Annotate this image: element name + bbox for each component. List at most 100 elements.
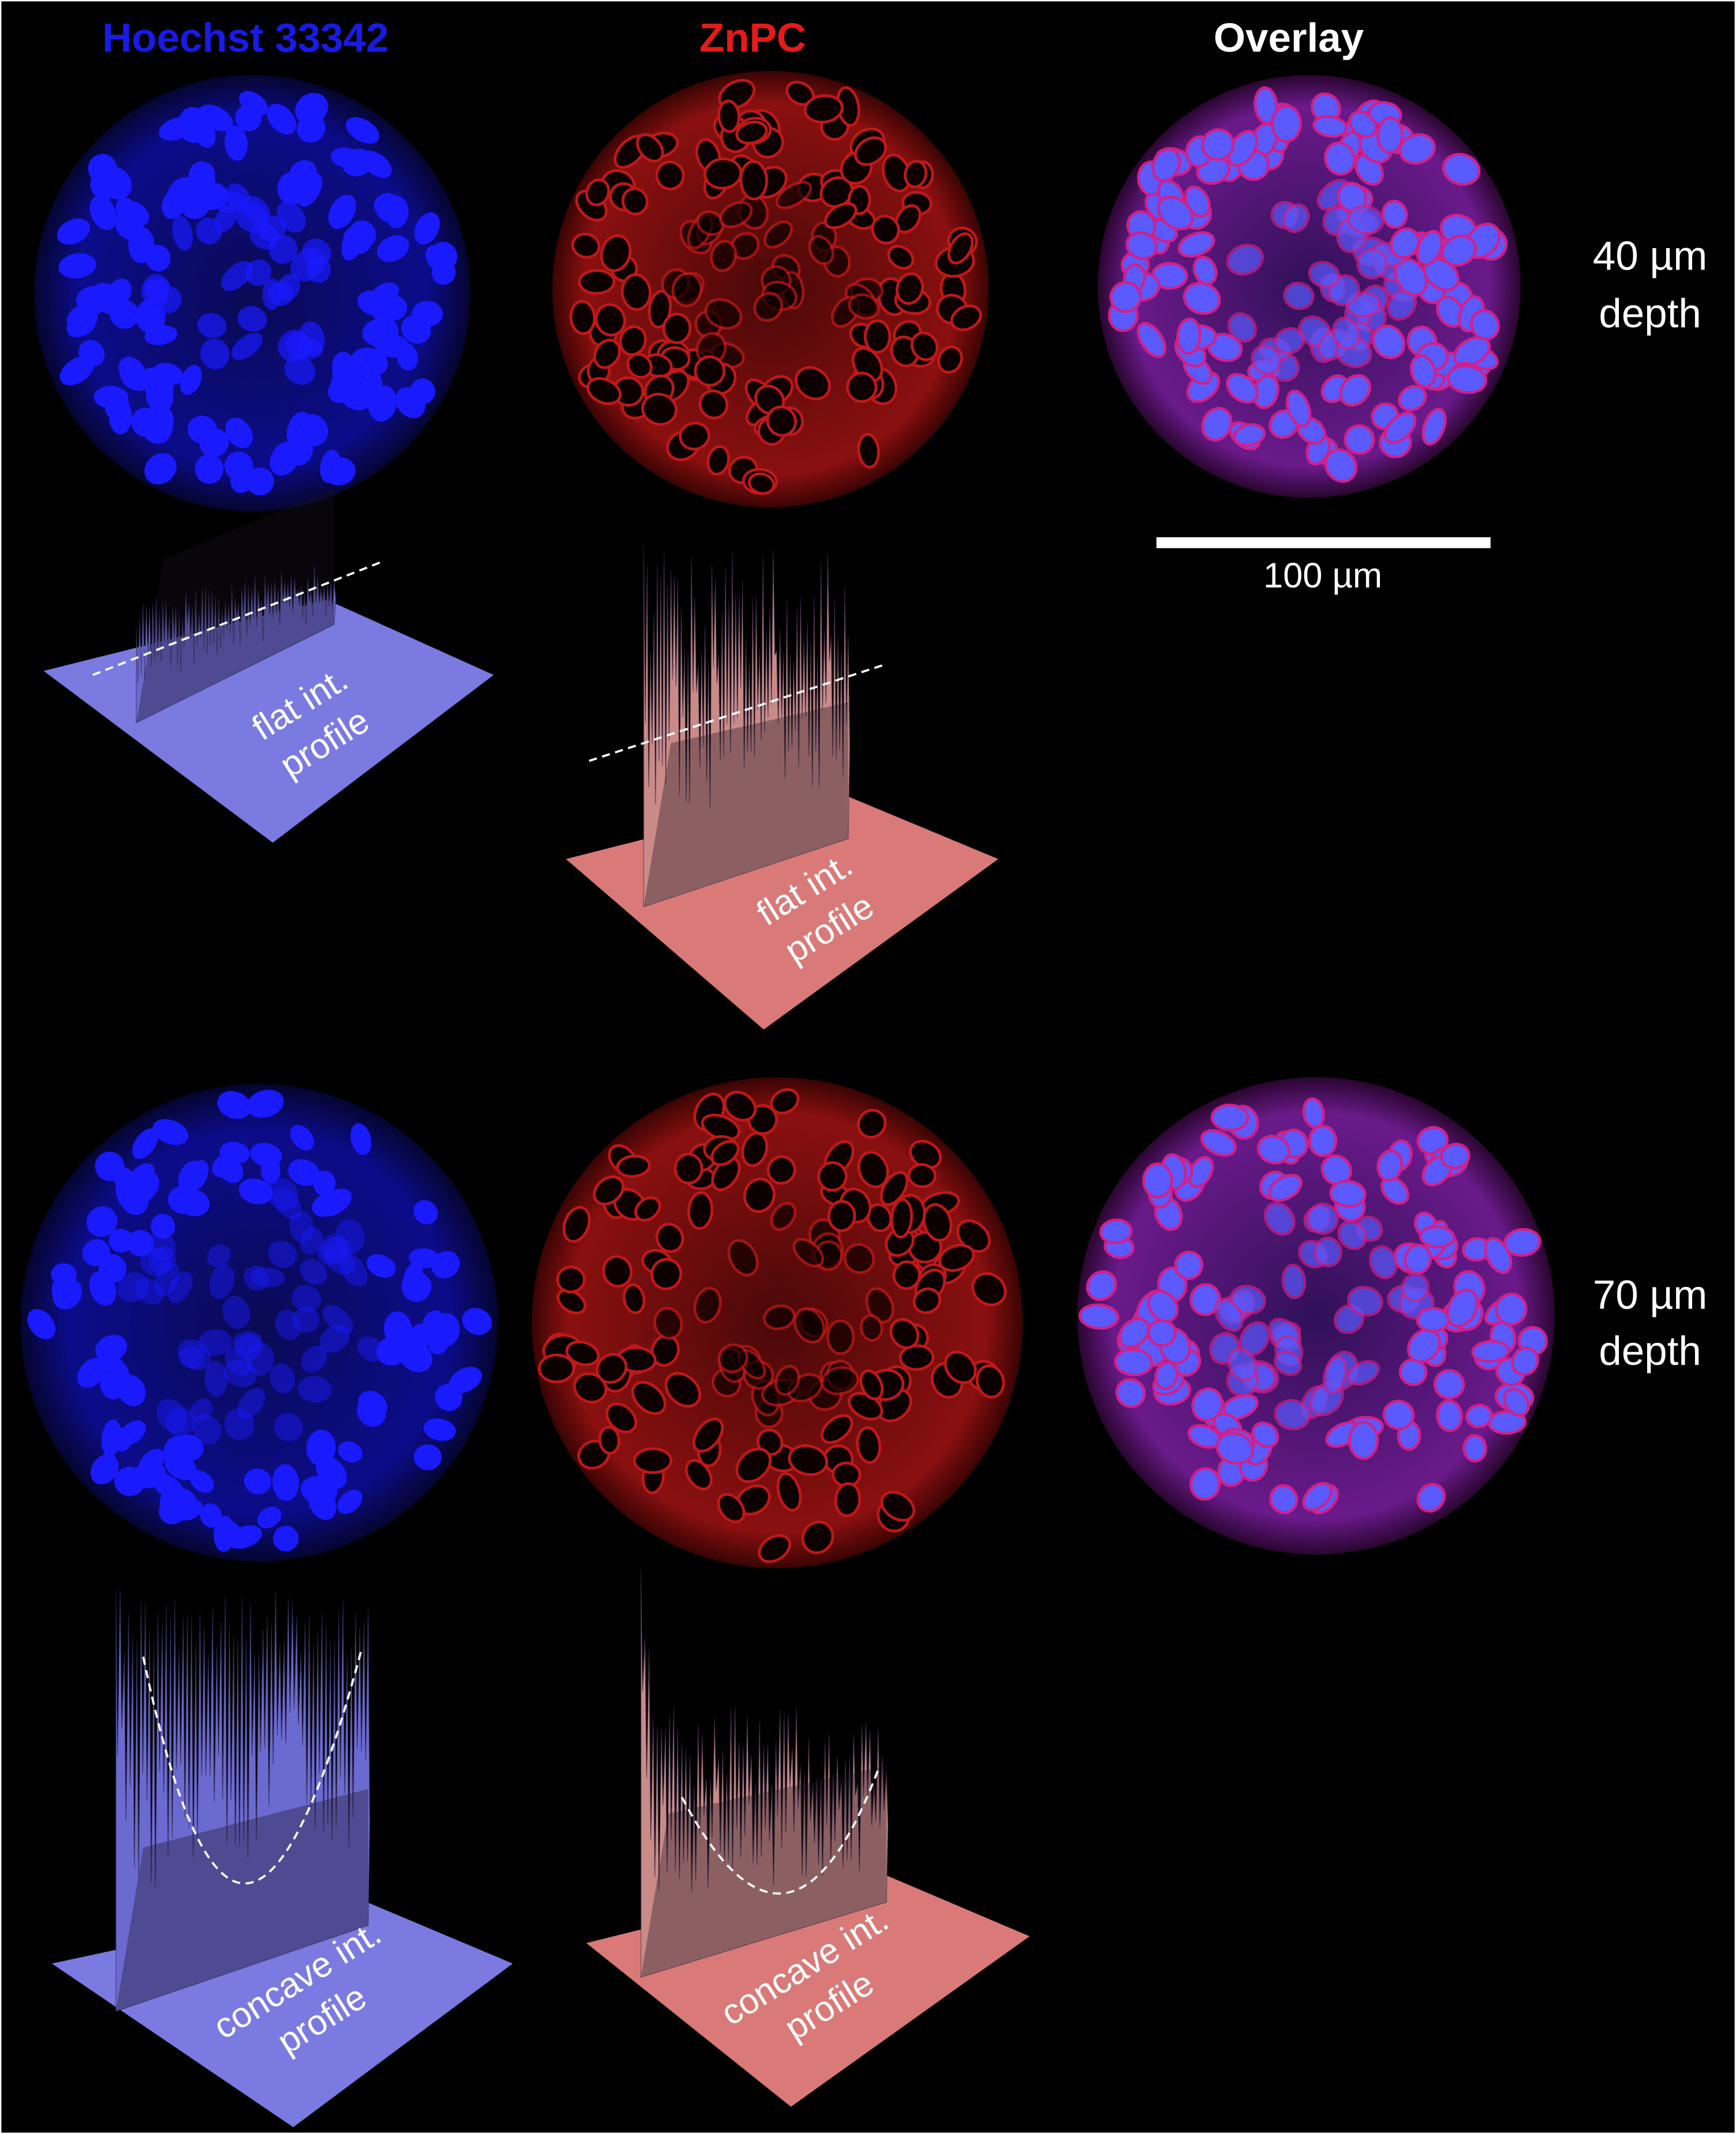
nucleus — [1109, 281, 1142, 313]
nucleus — [619, 325, 647, 356]
nucleus — [200, 338, 230, 369]
nucleus — [337, 1489, 362, 1514]
nucleus — [1274, 1399, 1311, 1431]
nucleus — [274, 1413, 303, 1442]
nucleus — [243, 1266, 270, 1291]
nucleus — [90, 171, 117, 200]
nucleus — [335, 1219, 365, 1255]
nucleus — [323, 457, 356, 486]
nucleus — [598, 1425, 620, 1455]
intensity-profile: flat int.profile — [43, 488, 494, 843]
nucleus — [219, 1141, 250, 1164]
nucleus — [616, 1154, 651, 1178]
nucleus — [556, 1266, 586, 1294]
nucleus — [300, 1227, 323, 1255]
nucleus — [1329, 1180, 1367, 1208]
nucleus — [300, 1259, 327, 1285]
nucleus — [586, 377, 622, 405]
nucleus — [655, 1222, 684, 1253]
nucleus — [275, 1309, 301, 1341]
nucleus — [306, 256, 331, 283]
nucleus — [1174, 1251, 1204, 1281]
nucleus — [189, 1470, 214, 1493]
nucleus — [223, 1360, 257, 1387]
nucleus — [907, 1163, 937, 1188]
nucleus — [144, 453, 177, 485]
nucleus — [1269, 1484, 1299, 1514]
depth-label: depth — [1599, 1328, 1701, 1374]
depth-label: 40 µm — [1593, 234, 1707, 279]
nucleus — [1151, 148, 1181, 182]
nucleus — [910, 331, 939, 361]
nucleus — [1227, 312, 1257, 343]
nucleus — [1200, 1129, 1237, 1157]
nucleus — [774, 1365, 800, 1396]
nucleus — [1226, 244, 1264, 276]
nucleus — [231, 332, 263, 360]
nucleus — [944, 1350, 977, 1384]
nucleus — [137, 1448, 164, 1477]
nucleus — [238, 1178, 274, 1204]
nucleus — [414, 212, 440, 245]
nucleus — [1324, 448, 1358, 483]
nucleus — [698, 389, 729, 420]
nucleus — [664, 1372, 701, 1408]
nucleus — [770, 1201, 797, 1231]
nucleus — [1376, 1149, 1404, 1182]
nucleus — [301, 1476, 338, 1505]
nucleus — [766, 1155, 796, 1185]
nucleus — [706, 445, 730, 476]
nucleus — [1398, 133, 1436, 165]
nucleus — [127, 1230, 154, 1257]
nucleus — [846, 372, 878, 403]
nucleus — [384, 1311, 413, 1348]
nucleus — [225, 417, 253, 448]
nucleus — [848, 293, 880, 320]
nucleus — [155, 1261, 180, 1296]
depth-label: 70 µm — [1593, 1272, 1707, 1318]
nucleus — [922, 1203, 953, 1242]
nucleus — [717, 99, 740, 133]
nucleus — [268, 1241, 297, 1268]
nucleus — [650, 1257, 683, 1290]
nucleus — [1344, 424, 1375, 455]
nucleus — [1382, 1399, 1415, 1431]
nucleus — [904, 159, 927, 189]
nucleus — [880, 1171, 909, 1206]
nucleus — [792, 1238, 824, 1268]
nucleus — [51, 1275, 74, 1304]
nucleus — [95, 1151, 125, 1181]
nucleus — [947, 232, 974, 265]
nucleus — [899, 1344, 935, 1371]
nucleus — [711, 1156, 741, 1192]
nucleus — [1282, 203, 1310, 233]
nucleus — [117, 1272, 149, 1302]
nucleus — [1230, 1285, 1267, 1315]
nucleus — [431, 1251, 460, 1279]
nucleus — [692, 1417, 724, 1453]
nucleus — [565, 1340, 600, 1366]
nucleus — [865, 1287, 895, 1324]
nucleus — [696, 210, 725, 236]
nucleus — [1271, 104, 1302, 143]
nucleus — [401, 315, 431, 344]
nucleus — [594, 303, 626, 336]
nucleus — [319, 1324, 350, 1353]
nucleus — [1419, 1225, 1456, 1249]
nucleus — [1339, 374, 1371, 407]
nucleus — [1192, 256, 1218, 286]
nucleus — [1346, 1360, 1380, 1386]
nucleus — [801, 1521, 835, 1555]
nucleus — [104, 278, 132, 310]
nucleus — [132, 1128, 159, 1159]
nucleus — [350, 1123, 372, 1155]
nucleus — [144, 373, 174, 402]
nucleus — [320, 1234, 347, 1262]
nucleus — [246, 467, 274, 496]
nucleus — [717, 1493, 746, 1523]
nucleus — [834, 1482, 862, 1518]
nucleus — [693, 1286, 722, 1324]
nucleus — [237, 1388, 265, 1420]
nucleus — [151, 1214, 175, 1239]
